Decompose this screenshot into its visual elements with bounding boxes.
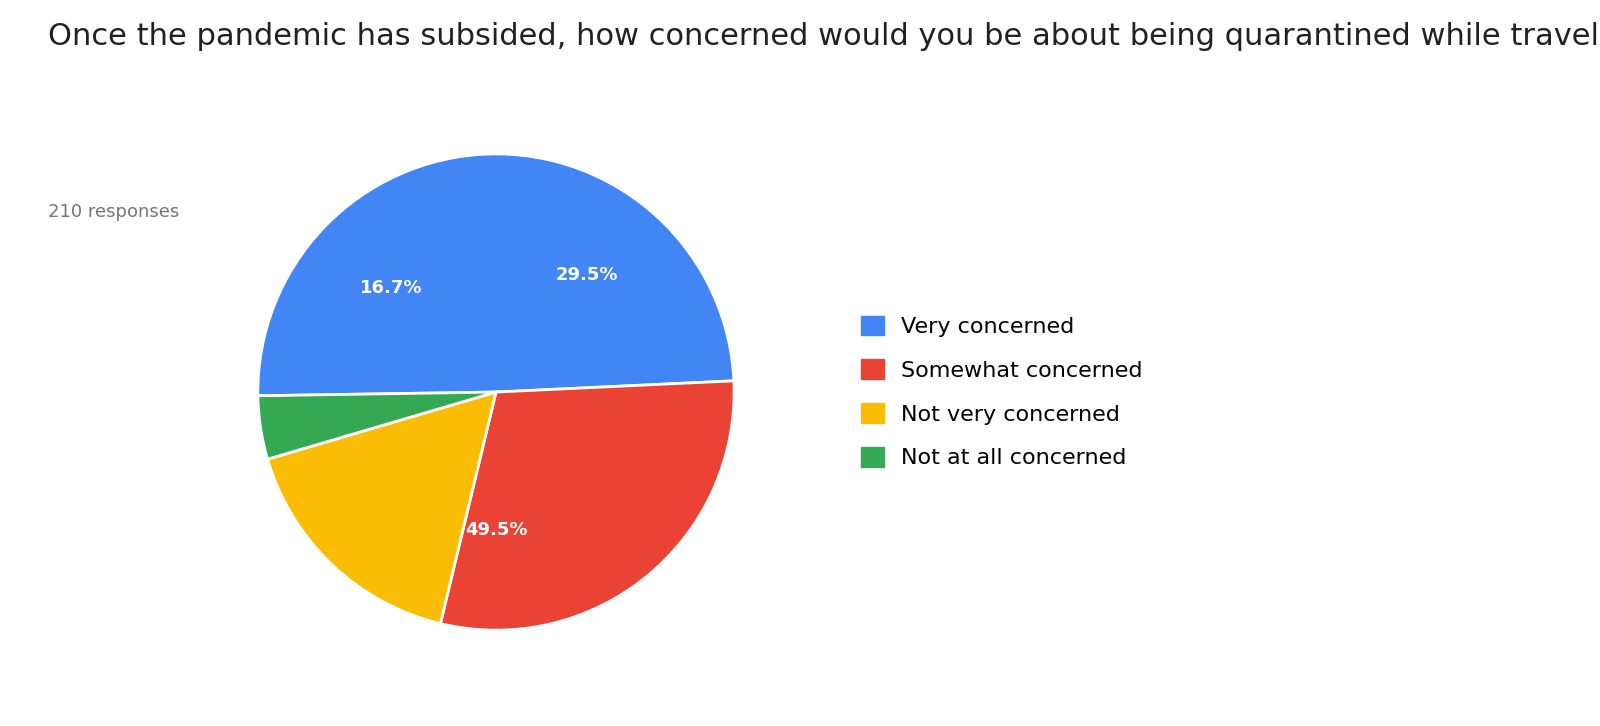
Wedge shape [440,381,734,630]
Text: 29.5%: 29.5% [555,266,618,285]
Text: 16.7%: 16.7% [360,280,422,298]
Wedge shape [258,154,734,396]
Text: 210 responses: 210 responses [48,203,179,221]
Text: 49.5%: 49.5% [464,521,528,539]
Wedge shape [258,392,496,459]
Legend: Very concerned, Somewhat concerned, Not very concerned, Not at all concerned: Very concerned, Somewhat concerned, Not … [853,306,1152,478]
Text: Once the pandemic has subsided, how concerned would you be about being quarantin: Once the pandemic has subsided, how conc… [48,22,1600,51]
Wedge shape [267,392,496,624]
